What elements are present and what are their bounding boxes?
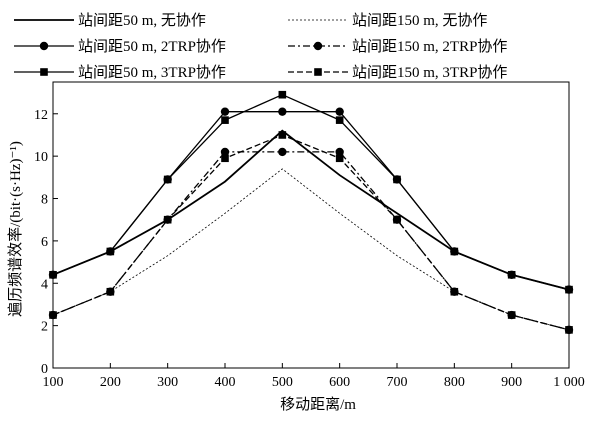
legend-label: 站间距150 m, 无协作 (352, 12, 487, 29)
data-point-circle (335, 147, 344, 157)
series-3 (48, 107, 574, 294)
series-line (52, 134, 570, 331)
x-tick-label: 800 (444, 375, 465, 390)
data-point-circle (39, 41, 49, 51)
data-point-square (40, 68, 48, 76)
data-point-square (565, 285, 573, 294)
series-5 (49, 90, 573, 294)
data-point-square (163, 175, 172, 184)
data-point-circle (278, 107, 287, 116)
legend-label: 站间距50 m, 2TRP协作 (78, 38, 226, 55)
series-line (52, 151, 570, 331)
y-axis-title: 遍历频谱效率/(bit·(s·Hz)⁻¹) (7, 141, 24, 317)
data-point-square (314, 68, 322, 76)
data-point-square (278, 131, 287, 139)
axes (52, 81, 570, 369)
data-point-square (106, 287, 115, 296)
series-4 (48, 147, 574, 335)
series-layer (48, 90, 574, 335)
data-point-square (450, 287, 459, 296)
data-point-square (450, 247, 459, 256)
series-6 (49, 131, 573, 334)
y-tick-label: 2 (41, 320, 48, 335)
data-point-circle (335, 107, 344, 116)
legend-entry: 站间距50 m, 3TRP协作 (14, 64, 226, 81)
data-point-square (106, 247, 115, 256)
legend-entry: 站间距50 m, 无协作 (14, 12, 206, 29)
x-tick-label: 700 (387, 375, 408, 390)
x-tick-label: 600 (329, 375, 350, 390)
legend-entry: 站间距150 m, 3TRP协作 (288, 64, 507, 81)
data-point-square (507, 311, 516, 319)
x-tick-label: 400 (215, 375, 236, 390)
x-tick-label: 300 (157, 375, 178, 390)
data-point-square (335, 116, 344, 124)
legend-entry: 站间距50 m, 2TRP协作 (14, 38, 226, 55)
data-point-square (221, 116, 229, 124)
data-point-square (393, 215, 401, 224)
data-point-square (278, 90, 287, 99)
data-point-square (507, 270, 516, 279)
data-point-circle (313, 41, 323, 51)
series-line (52, 111, 570, 291)
x-tick-label: 1 000 (553, 375, 585, 390)
y-tick-label: 10 (34, 150, 48, 165)
x-axis-title: 移动距离/m (280, 396, 356, 413)
data-point-square (163, 215, 172, 224)
tick-labels: 100 200 300 400 500 600 700 800 900 1 000 0 2 4 6 8 10 1… (34, 108, 585, 390)
y-tick-label: 8 (41, 193, 48, 208)
data-point-circle (220, 107, 230, 116)
data-point-square (335, 154, 344, 163)
series-line (52, 168, 570, 331)
series-line (52, 93, 570, 291)
legend-label: 站间距50 m, 3TRP协作 (78, 64, 226, 81)
data-point-square (49, 311, 57, 319)
series-2 (52, 168, 570, 331)
x-tick-label: 900 (501, 375, 522, 390)
data-point-square (565, 326, 573, 334)
legend-label: 站间距150 m, 2TRP协作 (352, 38, 507, 55)
legend-entry: 站间距150 m, 无协作 (288, 12, 487, 29)
x-tick-label: 200 (100, 375, 121, 390)
data-point-square (393, 175, 401, 184)
data-point-circle (278, 147, 287, 157)
plot-frame (52, 81, 570, 369)
data-point-circle (220, 147, 230, 157)
y-tick-label: 4 (41, 277, 48, 292)
legend-entry: 站间距150 m, 2TRP协作 (288, 38, 507, 55)
data-point-square (49, 270, 57, 279)
y-tick-label: 6 (41, 235, 48, 250)
legend-label: 站间距150 m, 3TRP协作 (352, 64, 507, 81)
y-tick-label: 12 (34, 108, 48, 123)
y-tick-label: 0 (41, 362, 48, 377)
data-point-square (221, 154, 229, 163)
x-tick-label: 100 (43, 375, 64, 390)
legend-label: 站间距50 m, 无协作 (78, 12, 206, 29)
x-tick-label: 500 (272, 375, 293, 390)
